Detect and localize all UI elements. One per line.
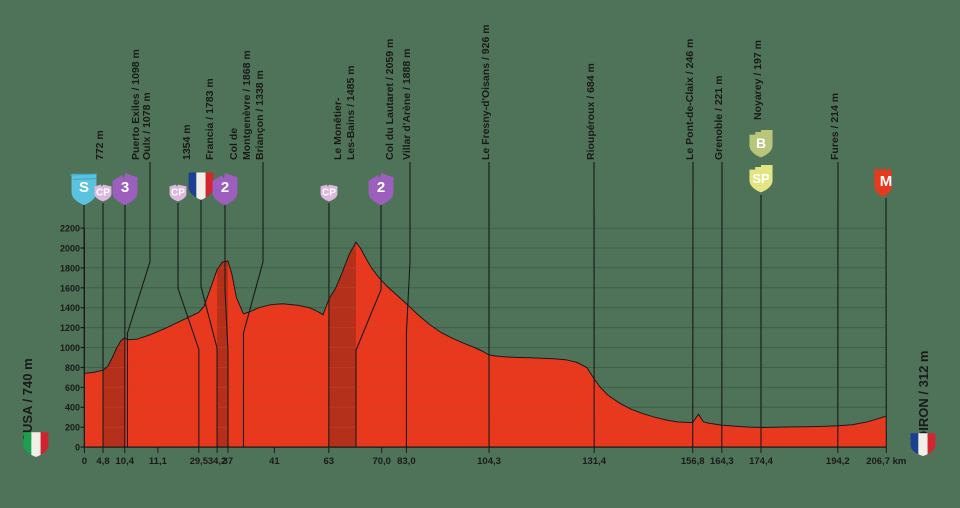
svg-text:4,8: 4,8	[96, 456, 109, 467]
svg-text:M: M	[880, 173, 893, 190]
svg-text:63: 63	[324, 456, 335, 467]
svg-text:0: 0	[82, 456, 87, 467]
svg-text:Villar d'Arène / 1888 m: Villar d'Arène / 1888 m	[401, 49, 413, 160]
svg-text:10,4: 10,4	[116, 456, 135, 467]
svg-text:1200: 1200	[60, 323, 80, 333]
svg-text:Grenoble / 221 m: Grenoble / 221 m	[713, 75, 725, 160]
svg-text:37: 37	[223, 456, 234, 467]
svg-text:S: S	[79, 179, 89, 196]
svg-text:1000: 1000	[60, 343, 80, 353]
svg-text:SP: SP	[752, 171, 770, 186]
svg-text:772 m: 772 m	[94, 130, 106, 160]
svg-text:400: 400	[65, 403, 80, 413]
svg-text:Briançon / 1338 m: Briançon / 1338 m	[254, 70, 266, 160]
svg-text:CP: CP	[171, 187, 185, 198]
svg-text:70,0: 70,0	[372, 456, 391, 467]
svg-text:1600: 1600	[60, 283, 80, 293]
svg-text:83,0: 83,0	[397, 456, 416, 467]
svg-text:131,4: 131,4	[582, 456, 606, 467]
svg-text:0: 0	[75, 443, 80, 453]
svg-text:194,2: 194,2	[826, 456, 850, 467]
svg-text:156,8: 156,8	[681, 456, 705, 467]
svg-text:2: 2	[377, 179, 385, 196]
svg-text:CP: CP	[96, 187, 110, 198]
svg-text:206,7 km: 206,7 km	[866, 456, 906, 467]
svg-text:Col du Lautaret / 2059 m: Col du Lautaret / 2059 m	[384, 39, 396, 160]
svg-text:B: B	[756, 135, 766, 151]
svg-text:SUSA / 740 m: SUSA / 740 m	[20, 358, 35, 441]
svg-text:Montgenèvre / 1868 m: Montgenèvre / 1868 m	[241, 50, 253, 160]
svg-text:2000: 2000	[60, 244, 80, 254]
svg-text:Le Pont-de-Claix / 246 m: Le Pont-de-Claix / 246 m	[684, 39, 696, 160]
svg-text:CP: CP	[322, 187, 336, 198]
svg-text:Col de: Col de	[228, 128, 240, 160]
svg-text:Rioupéroux / 684 m: Rioupéroux / 684 m	[585, 63, 597, 160]
svg-text:600: 600	[65, 383, 80, 393]
svg-text:200: 200	[65, 423, 80, 433]
svg-text:1354 m: 1354 m	[181, 124, 193, 160]
svg-text:Le Fresny-d'Oisans / 926 m: Le Fresny-d'Oisans / 926 m	[480, 24, 492, 160]
svg-text:Oulx / 1078 m: Oulx / 1078 m	[141, 92, 153, 160]
svg-text:Le Monêtier-: Le Monêtier-	[332, 97, 344, 160]
svg-text:2200: 2200	[60, 224, 80, 234]
svg-text:29,5: 29,5	[190, 456, 209, 467]
svg-text:Francia / 1783 m: Francia / 1783 m	[204, 78, 216, 160]
svg-text:174,4: 174,4	[749, 456, 773, 467]
svg-text:41: 41	[269, 456, 280, 467]
svg-text:1400: 1400	[60, 303, 80, 313]
svg-text:2: 2	[221, 179, 229, 196]
svg-text:Noyarey / 197 m: Noyarey / 197 m	[752, 40, 764, 120]
svg-text:1800: 1800	[60, 263, 80, 273]
svg-text:11,1: 11,1	[149, 456, 168, 467]
svg-text:800: 800	[65, 363, 80, 373]
svg-text:3: 3	[121, 179, 129, 196]
svg-text:104,3: 104,3	[477, 456, 501, 467]
svg-text:164,3: 164,3	[710, 456, 734, 467]
svg-text:Fures / 214 m: Fures / 214 m	[829, 93, 841, 160]
svg-text:Les-Bains / 1485 m: Les-Bains / 1485 m	[345, 65, 357, 160]
